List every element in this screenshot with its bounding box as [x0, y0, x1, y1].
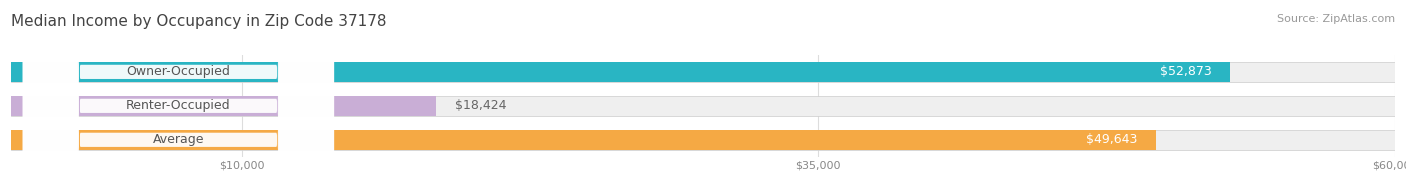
FancyBboxPatch shape: [22, 0, 335, 196]
Text: Median Income by Occupancy in Zip Code 37178: Median Income by Occupancy in Zip Code 3…: [11, 14, 387, 29]
Text: $52,873: $52,873: [1160, 65, 1212, 78]
Text: Average: Average: [153, 133, 204, 146]
FancyBboxPatch shape: [22, 0, 335, 196]
FancyBboxPatch shape: [22, 0, 335, 196]
Text: Source: ZipAtlas.com: Source: ZipAtlas.com: [1277, 14, 1395, 24]
Text: Owner-Occupied: Owner-Occupied: [127, 65, 231, 78]
Bar: [11, 62, 1230, 82]
Bar: [11, 130, 1156, 150]
Text: $18,424: $18,424: [454, 99, 506, 112]
Text: Renter-Occupied: Renter-Occupied: [127, 99, 231, 112]
Bar: [11, 62, 1395, 82]
Text: $49,643: $49,643: [1085, 133, 1137, 146]
Bar: [11, 96, 436, 116]
Bar: [11, 130, 1395, 150]
Bar: [11, 96, 1395, 116]
